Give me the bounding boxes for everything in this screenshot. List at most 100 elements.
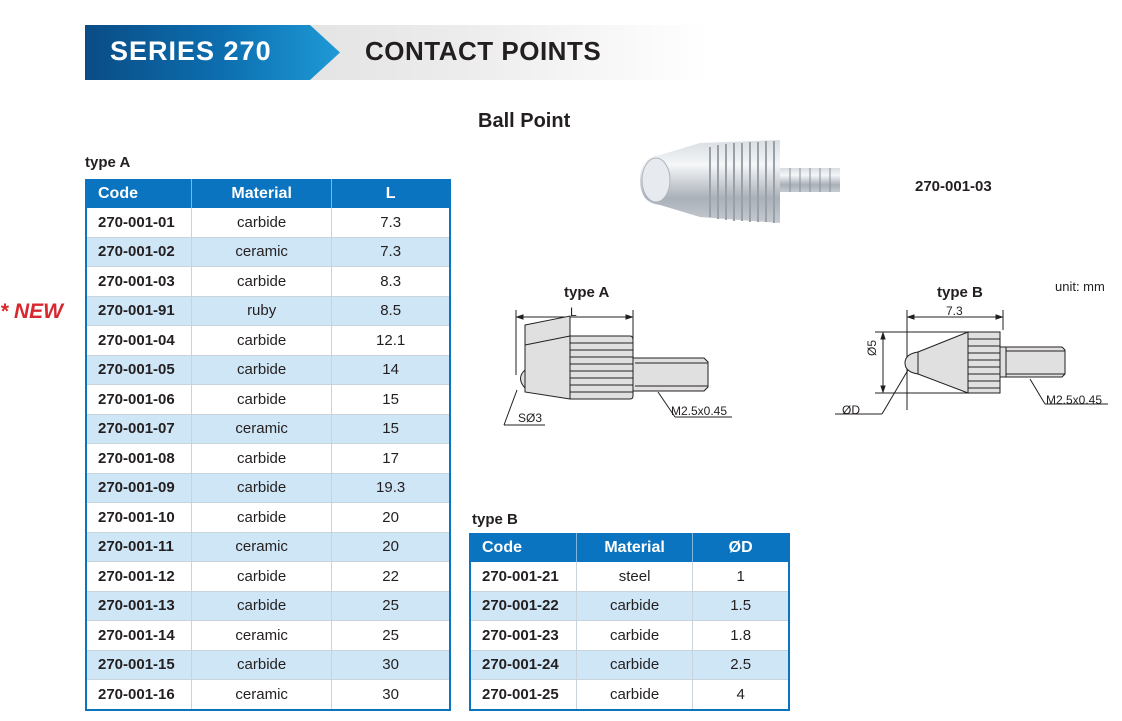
- value-cell: 19.3: [331, 473, 451, 503]
- code-cell: 270-001-16: [86, 679, 193, 710]
- code-cell: 270-001-21: [470, 562, 577, 592]
- code-cell: 270-001-12: [86, 561, 193, 592]
- material-cell: carbide: [576, 620, 694, 651]
- table-row: 270-001-13 carbide 25: [86, 591, 451, 621]
- table-row: 270-001-91 ruby 8.5: [86, 296, 451, 326]
- col-header-material: Material: [576, 533, 694, 562]
- code-cell: 270-001-03: [86, 266, 193, 297]
- code-cell: 270-001-15: [86, 650, 193, 680]
- material-cell: ceramic: [191, 679, 333, 710]
- material-cell: carbide: [191, 443, 333, 474]
- unit-label: unit: mm: [1055, 279, 1105, 294]
- type-a-table: Code Material L 270-001-01 carbide 7.3 270-…: [85, 179, 451, 711]
- code-cell: 270-001-23: [470, 620, 577, 651]
- col-header-code: Code: [86, 179, 193, 208]
- table-row: 270-001-08 carbide 17: [86, 443, 451, 474]
- table-row: 270-001-24 carbide 2.5: [470, 650, 790, 680]
- sphere-dim-label: SØ3: [518, 411, 543, 425]
- table-row: 270-001-01 carbide 7.3: [86, 208, 451, 238]
- value-cell: 8.5: [331, 296, 451, 326]
- table-row: 270-001-21 steel 1: [470, 562, 790, 592]
- value-cell: 15: [331, 384, 451, 415]
- value-cell: 30: [331, 679, 451, 710]
- type-a-diagram: [503, 310, 732, 426]
- material-cell: carbide: [191, 355, 333, 385]
- value-cell: 17: [331, 443, 451, 474]
- table-row: 270-001-03 carbide 8.3: [86, 266, 451, 297]
- value-cell: 12.1: [331, 325, 451, 356]
- value-cell: 20: [331, 532, 451, 562]
- code-cell: 270-001-24: [470, 650, 577, 680]
- material-cell: ceramic: [191, 532, 333, 562]
- material-cell: ceramic: [191, 620, 333, 651]
- length-dim-label: L: [570, 305, 577, 319]
- type-b-diagram: [835, 310, 1108, 415]
- code-cell: 270-001-09: [86, 473, 193, 503]
- product-photo: [640, 140, 840, 223]
- table-row: 270-001-12 carbide 22: [86, 561, 451, 592]
- code-cell: 270-001-22: [470, 591, 577, 621]
- series-title: SERIES 270: [110, 36, 272, 66]
- diagram-b-label: type B: [937, 284, 983, 301]
- type-b-table: Code Material ØD 270-001-21 steel 1 270-001…: [469, 533, 790, 711]
- code-cell: 270-001-02: [86, 237, 193, 267]
- code-cell: 270-001-04: [86, 325, 193, 356]
- code-cell: 270-001-13: [86, 591, 193, 621]
- material-cell: ceramic: [191, 237, 333, 267]
- code-cell: 270-001-10: [86, 502, 193, 533]
- value-cell: 7.3: [331, 208, 451, 238]
- material-cell: carbide: [191, 473, 333, 503]
- material-cell: carbide: [191, 561, 333, 592]
- code-cell: 270-001-07: [86, 414, 193, 444]
- table-row: 270-001-14 ceramic 25: [86, 620, 451, 651]
- material-cell: carbide: [576, 591, 694, 621]
- table-row: 270-001-22 carbide 1.5: [470, 591, 790, 621]
- material-cell: carbide: [191, 650, 333, 680]
- table-row: 270-001-02 ceramic 7.3: [86, 237, 451, 267]
- thread-dim-label: M2.5x0.45: [1046, 393, 1103, 407]
- new-badge: * NEW: [0, 300, 63, 323]
- table-row: 270-001-15 carbide 30: [86, 650, 451, 680]
- code-cell: 270-001-08: [86, 443, 193, 474]
- table-row: 270-001-11 ceramic 20: [86, 532, 451, 562]
- table-a-label: type A: [85, 154, 131, 171]
- series-banner: [85, 25, 340, 80]
- code-cell: 270-001-05: [86, 355, 193, 385]
- material-cell: ruby: [191, 296, 333, 326]
- value-cell: 14: [331, 355, 451, 385]
- material-cell: carbide: [191, 591, 333, 621]
- page-title: CONTACT POINTS: [365, 36, 602, 66]
- code-cell: 270-001-91: [86, 296, 193, 326]
- material-cell: carbide: [191, 208, 333, 238]
- col-header-code: Code: [470, 533, 577, 562]
- photo-label: 270-001-03: [915, 178, 992, 195]
- col-header-length: L: [331, 179, 450, 208]
- col-header-diameter: ØD: [692, 533, 789, 562]
- table-row: 270-001-10 carbide 20: [86, 502, 451, 533]
- value-cell: 15: [331, 414, 451, 444]
- length-dim-label: 7.3: [946, 304, 963, 318]
- table-row: 270-001-07 ceramic 15: [86, 414, 451, 444]
- code-cell: 270-001-06: [86, 384, 193, 415]
- material-cell: carbide: [191, 325, 333, 356]
- value-cell: 4: [692, 679, 790, 710]
- table-row: 270-001-05 carbide 14: [86, 355, 451, 385]
- diameter-dim-label: Ø5: [865, 339, 879, 356]
- value-cell: 30: [331, 650, 451, 680]
- value-cell: 25: [331, 620, 451, 651]
- thread-dim-label: M2.5x0.45: [671, 404, 728, 418]
- ball-dim-label: ØD: [842, 403, 860, 417]
- table-row: 270-001-16 ceramic 30: [86, 679, 451, 710]
- table-row: 270-001-23 carbide 1.8: [470, 620, 790, 651]
- section-title: Ball Point: [478, 110, 571, 132]
- material-cell: carbide: [191, 266, 333, 297]
- value-cell: 7.3: [331, 237, 451, 267]
- material-cell: carbide: [191, 384, 333, 415]
- code-cell: 270-001-14: [86, 620, 193, 651]
- value-cell: 1.5: [692, 591, 790, 621]
- col-header-material: Material: [191, 179, 333, 208]
- value-cell: 1.8: [692, 620, 790, 651]
- material-cell: ceramic: [191, 414, 333, 444]
- table-b-label: type B: [472, 511, 518, 528]
- material-cell: carbide: [191, 502, 333, 533]
